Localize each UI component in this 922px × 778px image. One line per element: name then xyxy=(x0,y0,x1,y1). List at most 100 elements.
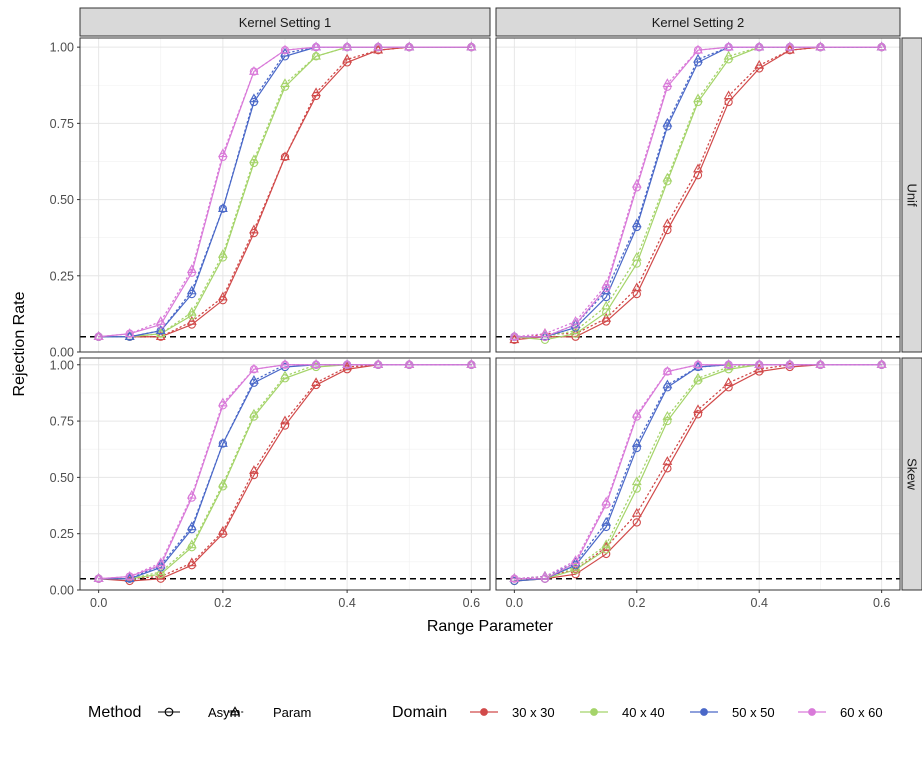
data-point-30-x-30-param xyxy=(693,163,703,173)
data-point-60-x-60-param xyxy=(723,359,734,369)
data-point-40-x-40-param xyxy=(249,408,259,418)
data-point-60-x-60-param xyxy=(217,148,228,158)
data-point-60-x-60-param xyxy=(373,359,384,369)
data-point-50-x-50-param xyxy=(662,117,673,127)
method-legend-title: Method xyxy=(88,704,141,721)
series-line-60-x-60-param xyxy=(513,46,883,338)
data-point-40-x-40-asym xyxy=(602,545,611,554)
data-point-30-x-30-param xyxy=(249,224,259,234)
data-point-60-x-60-param xyxy=(631,408,642,418)
series-line-40-x-40-param xyxy=(513,364,883,580)
data-point-30-x-30-param xyxy=(601,312,612,322)
legend-key-dot-icon xyxy=(700,708,708,716)
data-point-50-x-50-param xyxy=(124,573,135,583)
y-tick-label: 0.25 xyxy=(50,269,74,283)
data-point-50-x-50-param xyxy=(155,325,166,334)
column-strip-label: Kernel Setting 2 xyxy=(652,15,745,30)
data-point-50-x-50-param xyxy=(662,379,673,389)
data-point-40-x-40-param xyxy=(155,566,166,576)
data-point-30-x-30-param xyxy=(693,404,703,414)
data-point-60-x-60-param xyxy=(311,41,321,51)
data-point-40-x-40-param xyxy=(280,370,290,380)
y-tick-label: 1.00 xyxy=(50,41,74,55)
data-point-40-x-40-param xyxy=(249,154,259,164)
data-point-50-x-50-param xyxy=(155,559,166,569)
legend-label-60-x-60: 60 x 60 xyxy=(840,705,883,720)
data-point-60-x-60-param xyxy=(662,78,673,88)
data-point-60-x-60-param xyxy=(280,44,290,54)
data-point-40-x-40-param xyxy=(186,539,197,549)
y-tick-label: 0.00 xyxy=(50,584,74,598)
data-point-30-x-30-asym xyxy=(280,421,290,430)
data-point-40-x-40-param xyxy=(662,172,673,182)
x-tick-label: 0.4 xyxy=(751,596,768,610)
y-axis-title: Rejection Rate xyxy=(11,291,28,396)
data-point-60-x-60-param xyxy=(754,41,765,51)
data-point-30-x-30-param xyxy=(662,218,673,228)
legend-label-param: Param xyxy=(273,705,311,720)
data-point-60-x-60-param xyxy=(601,279,612,289)
x-tick-label: 0.0 xyxy=(90,596,107,610)
data-point-60-x-60-param xyxy=(509,573,520,583)
data-point-30-x-30-param xyxy=(311,87,321,97)
data-point-40-x-40-param xyxy=(693,372,703,382)
series-line-40-x-40-param xyxy=(97,364,473,580)
data-point-40-x-40-param xyxy=(631,251,642,261)
panels: Kernel Setting 1 Kernel Setting 2 Unif Skew… xyxy=(50,7,922,610)
data-point-30-x-30-asym xyxy=(693,410,703,419)
panel-border xyxy=(79,37,491,353)
data-point-30-x-30-param xyxy=(186,557,197,567)
panel-kernel-setting-1-unif: 0.00 0.25 0.50 0.75 1.00 xyxy=(50,37,491,360)
data-point-30-x-30-asym xyxy=(632,518,641,527)
data-point-30-x-30-param xyxy=(342,361,353,371)
data-point-60-x-60-param xyxy=(540,328,550,337)
x-tick-label: 0.0 xyxy=(506,596,523,610)
row-strip-label: Skew xyxy=(905,458,920,490)
data-point-60-x-60-param xyxy=(570,555,581,564)
data-point-40-x-40-param xyxy=(601,539,612,549)
data-point-60-x-60-param xyxy=(155,557,166,567)
series-line-60-x-60-asym xyxy=(98,364,472,580)
data-point-30-x-30-param xyxy=(217,291,228,301)
data-point-30-x-30-param xyxy=(311,377,321,387)
series-line-30-x-30-asym xyxy=(513,46,883,341)
data-point-40-x-40-param xyxy=(217,478,228,488)
data-point-30-x-30-param xyxy=(570,564,581,574)
data-point-60-x-60-param xyxy=(662,365,673,375)
data-point-60-x-60-param xyxy=(404,41,415,51)
y-tick-label: 0.75 xyxy=(50,117,74,131)
data-point-60-x-60-param xyxy=(601,496,612,506)
legend-key-dot-icon xyxy=(590,708,598,716)
row-strip-skew xyxy=(901,357,922,591)
row-strip-unif xyxy=(901,37,922,353)
data-point-60-x-60-param xyxy=(784,41,795,51)
data-point-60-x-60-param xyxy=(311,359,321,369)
legend-key-dot-icon xyxy=(808,708,816,716)
data-point-50-x-50-param xyxy=(217,203,228,212)
x-tick-label: 0.6 xyxy=(873,596,890,610)
data-point-30-x-30-param xyxy=(280,151,290,161)
legend-label-40-x-40: 40 x 40 xyxy=(622,705,665,720)
domain-legend: Domain 30 x 30 40 x 40 50 x 50 60 x 60 xyxy=(392,704,883,721)
data-point-60-x-60-param xyxy=(404,359,415,369)
data-point-60-x-60-param xyxy=(342,359,353,369)
data-point-40-x-40-param xyxy=(280,78,290,88)
data-point-60-x-60-param xyxy=(280,359,290,369)
data-point-60-x-60-param xyxy=(342,41,353,51)
x-tick-label: 0.4 xyxy=(338,596,355,610)
data-point-50-x-50-asym xyxy=(602,522,611,532)
data-point-50-x-50-param xyxy=(601,285,612,295)
data-point-40-x-40-param xyxy=(723,361,734,371)
data-point-60-x-60-param xyxy=(693,359,703,369)
data-point-60-x-60-param xyxy=(186,489,197,499)
data-point-40-x-40-param xyxy=(693,93,703,103)
data-point-60-x-60-param xyxy=(754,359,765,369)
data-point-60-x-60-param xyxy=(373,41,384,51)
row-strip-label: Unif xyxy=(905,183,920,207)
column-strip-kernel-setting-2 xyxy=(495,7,901,37)
data-point-30-x-30-param xyxy=(754,363,765,373)
data-point-40-x-40-param xyxy=(723,50,734,60)
x-tick-label: 0.2 xyxy=(214,596,231,610)
data-point-60-x-60-param xyxy=(466,359,477,369)
data-point-40-x-40-param xyxy=(570,325,581,334)
